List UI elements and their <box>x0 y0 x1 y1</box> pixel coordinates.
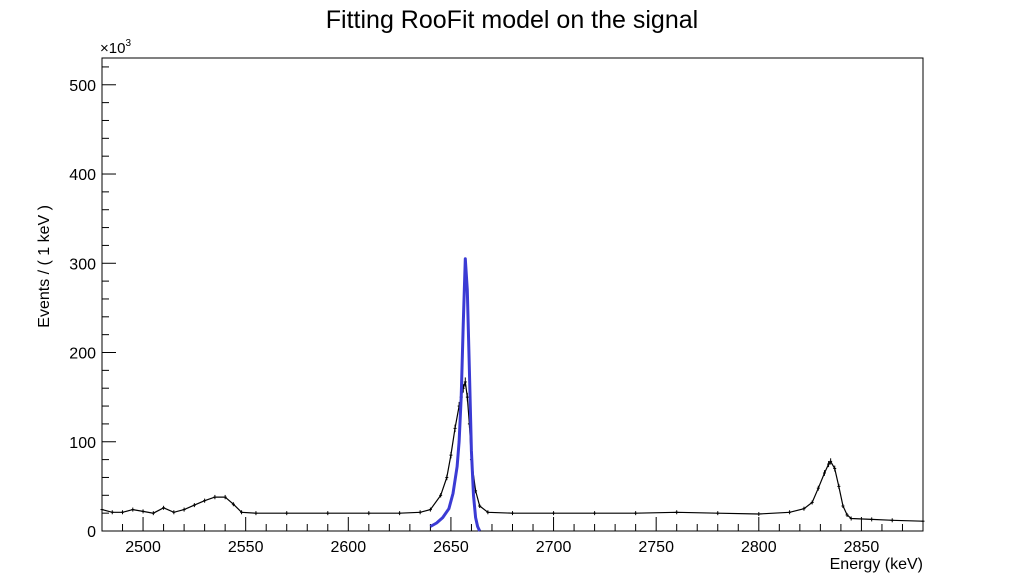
y-tick-label: 400 <box>69 167 96 184</box>
fit-curve <box>429 257 482 532</box>
data-series <box>100 377 925 524</box>
x-tick-label: 2500 <box>125 539 161 556</box>
y-tick-label: 200 <box>69 346 96 363</box>
chart-title: Fitting RooFit model on the signal <box>326 6 698 34</box>
x-tick-label: 2650 <box>433 539 469 556</box>
x-tick-label: 2700 <box>536 539 572 556</box>
y-tick-label: 100 <box>69 435 96 452</box>
fit-series <box>429 257 482 532</box>
x-tick-label: 2850 <box>844 539 880 556</box>
y-multiplier-exponent: 3 <box>125 38 131 49</box>
y-multiplier: ×103 <box>100 38 131 57</box>
plot-frame <box>101 57 924 532</box>
x-tick-label: 2600 <box>331 539 367 556</box>
x-tick-label: 2550 <box>228 539 264 556</box>
y-tick-label: 0 <box>87 524 96 541</box>
y-axis-label: Events / ( 1 keV ) <box>36 205 53 328</box>
y-tick-label: 500 <box>69 78 96 95</box>
x-tick-label: 2750 <box>638 539 674 556</box>
y-axis-ticks: 0 100 200 300 400 500 <box>69 66 116 541</box>
x-tick-label: 2800 <box>741 539 777 556</box>
y-multiplier-base: ×10 <box>100 40 125 57</box>
x-axis-label: Energy (keV) <box>830 556 923 573</box>
y-tick-label: 300 <box>69 256 96 273</box>
data-series-line <box>101 381 924 522</box>
x-axis-ticks: 2500 2550 2600 2650 2700 2750 2800 2850 <box>101 517 924 556</box>
